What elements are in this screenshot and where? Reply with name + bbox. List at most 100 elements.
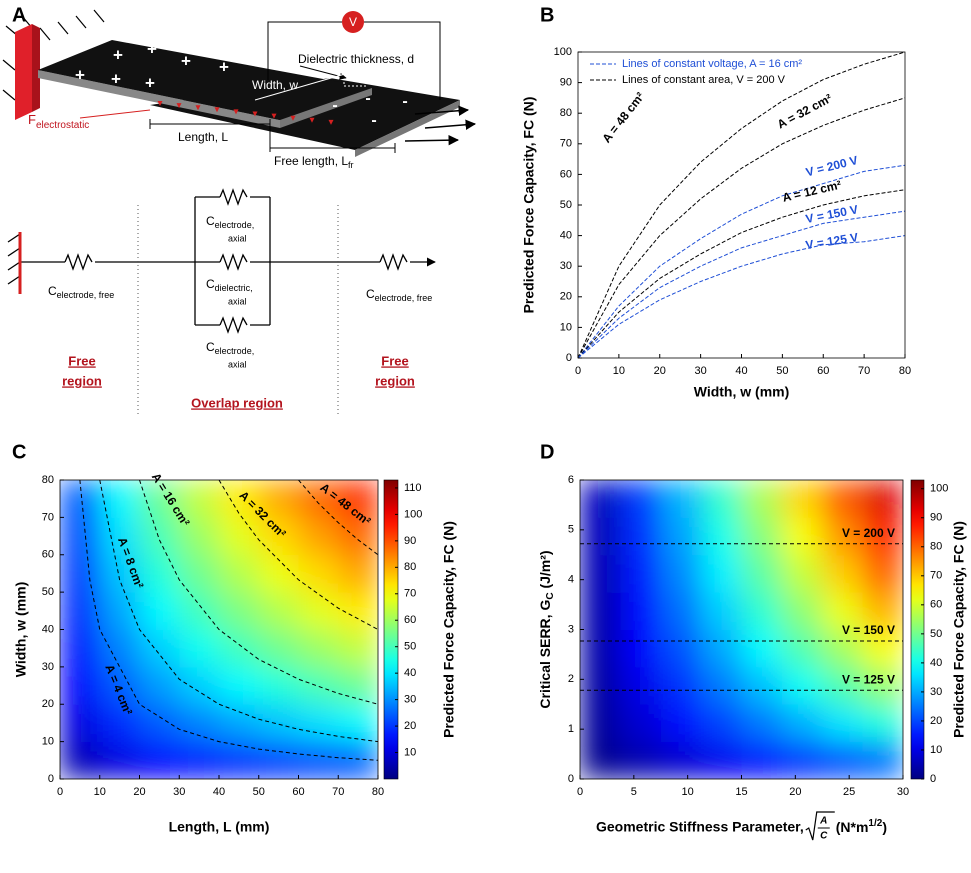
label-sub: C [545,592,556,599]
plus-charge: + [219,57,229,76]
heatmap-cell [580,704,621,743]
colorbar-tick-label: 90 [930,512,942,524]
heatmap-cell [219,517,260,556]
heatmap-cell [338,480,378,518]
x-tick-label: 30 [695,365,707,377]
heatmap-cell [580,741,621,779]
heatmap-cell [620,666,662,705]
label-main: C [206,214,215,228]
colorbar-label: Predicted Force Capacity, FC (N) [951,521,967,738]
label-sub: electrode, [215,346,255,356]
heatmap-cell [580,554,621,593]
heatmap-cell [862,629,903,668]
field-arrow [328,119,334,125]
y-tick-label: 30 [560,260,572,272]
legend-label: Lines of constant area, V = 200 V [622,74,786,86]
heatmap-cell [219,592,260,630]
colorbar-tick-label: 90 [404,535,416,547]
heatmap-cell [298,666,339,705]
y-axis-label: Width, w (mm) [13,582,29,678]
label-main: Critical SERR, G [537,600,553,709]
x-tick-label: 40 [213,786,225,798]
heatmap-cell [219,666,260,705]
heatmap-cell [99,517,140,556]
heatmap-cell [781,480,823,518]
x-tick-label: 70 [858,365,870,377]
x-tick-label: 20 [654,365,666,377]
field-arrow [309,117,315,123]
plus-charge: + [75,65,85,84]
heatmap-cell [298,480,339,518]
colorbar-tick-label: 70 [930,570,942,582]
series-label: V = 125 V [805,230,860,252]
x-tick-label: 80 [899,365,911,377]
legend-label: Lines of constant voltage, A = 16 cm² [622,58,802,70]
heatmap-cell [258,517,299,556]
colorbar-tick-label: 50 [404,641,416,653]
contour-line [79,480,378,761]
reference-label: V = 125 V [842,672,895,686]
colorbar-tick-label: 60 [930,599,942,611]
x-tick-label: 70 [332,786,344,798]
heatmap-cell [219,741,260,779]
plus-charge: + [147,39,157,58]
y-tick-label: 70 [560,138,572,150]
colorbar-tick-label: 10 [404,746,416,758]
heatmap-cell [741,666,783,705]
unit-sup: 1/2 [868,818,882,829]
x-tick-label: 40 [735,365,747,377]
x-tick-label: 0 [57,786,63,798]
heatmap-cell [99,480,140,518]
plus-charge: + [113,45,123,64]
y-axis-label: Critical SERR, GC (J/m²) [537,550,556,708]
x-tick-label: 30 [897,786,909,798]
heatmap-cell [660,704,702,743]
colorbar-tick-label: 80 [404,561,416,573]
region-dividers [137,205,339,415]
heatmap-cell [701,629,742,668]
heatmap-cell [139,517,180,556]
colorbar-label: Predicted Force Capacity, FC (N) [441,521,457,738]
heatmap-cell [338,741,378,779]
top-electrode-side [280,88,372,128]
field-arrow [195,105,201,111]
heatmap-cell [179,704,220,743]
heatmap-cell [258,480,299,518]
series-line [578,164,905,358]
heatmap-cell [338,704,378,743]
heatmap-cell [258,592,299,630]
region-label: Overlap region [191,395,283,410]
label-main: F [28,112,36,127]
contour-line [139,480,378,705]
heatmap-cell [620,741,662,779]
series-line [578,210,905,358]
x-tick-label: 10 [682,786,694,798]
heatmap-cell [99,741,140,779]
colorbar-tick-label: 100 [404,508,422,520]
y-tick-label: 20 [42,698,54,710]
y-tick-label: 20 [560,291,572,303]
heatmap-cell [298,741,339,779]
plus-charge: + [111,69,121,88]
heatmap-cell [862,741,903,779]
series-label: A = 48 cm² [599,90,647,146]
label-main: C [366,287,375,301]
fraction-num: A [819,816,827,827]
heatmap-cell [701,480,742,518]
heatmap-cell [701,554,742,593]
top-electrode [38,40,372,120]
series-line [578,235,905,358]
label-sub: electrode, [215,220,255,230]
heatmap-cell [660,741,702,779]
colorbar-tick-label: 20 [930,715,942,727]
heatmap-cell [179,554,220,593]
heatmap-cell [741,480,783,518]
y-tick-label: 80 [560,107,572,119]
minus-charge: - [402,93,407,110]
heatmap-cell [620,592,662,630]
field-arrow [290,115,296,121]
x-tick-label: 10 [94,786,106,798]
heatmap-cell [862,666,903,705]
spring [219,188,248,206]
y-tick-label: 80 [42,474,54,486]
